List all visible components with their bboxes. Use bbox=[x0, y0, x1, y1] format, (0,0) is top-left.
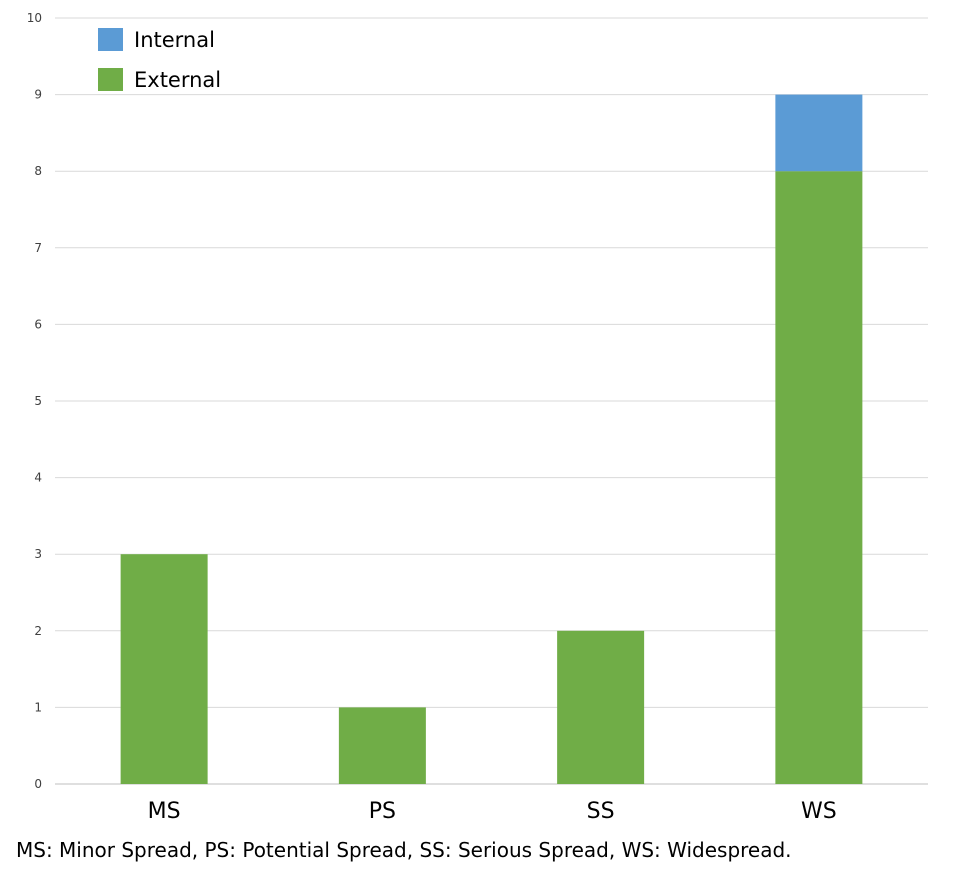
y-tick-label-1: 1 bbox=[34, 700, 42, 714]
x-tick-label-ws: WS bbox=[801, 799, 837, 824]
y-tick-label-6: 6 bbox=[34, 317, 42, 331]
y-tick-label-0: 0 bbox=[34, 777, 42, 791]
bar-ws-external bbox=[775, 171, 863, 784]
y-tick-label-3: 3 bbox=[34, 547, 42, 561]
chart-legend: Internal External bbox=[98, 28, 221, 92]
bar-ms-external bbox=[120, 554, 208, 784]
x-tick-label-ms: MS bbox=[148, 799, 181, 824]
legend-swatch-internal bbox=[98, 28, 123, 51]
y-tick-label-2: 2 bbox=[34, 624, 42, 638]
y-tick-label-7: 7 bbox=[34, 241, 42, 255]
y-tick-label-5: 5 bbox=[34, 394, 42, 408]
legend-label-internal: Internal bbox=[134, 28, 215, 52]
stacked-bar-chart: 0 1 2 3 4 5 6 7 8 9 10 MS PS SS WS Internal External bbox=[27, 11, 928, 824]
legend-label-external: External bbox=[134, 68, 221, 92]
chart-caption: MS: Minor Spread, PS: Potential Spread, … bbox=[16, 838, 792, 862]
legend-swatch-external bbox=[98, 68, 123, 91]
x-tick-label-ps: PS bbox=[369, 799, 396, 824]
bar-ss-external bbox=[557, 630, 645, 784]
y-tick-label-10: 10 bbox=[27, 11, 42, 25]
x-tick-label-ss: SS bbox=[587, 799, 615, 824]
y-tick-label-8: 8 bbox=[34, 164, 42, 178]
bar-ps-external bbox=[338, 707, 426, 784]
bar-ws-internal bbox=[775, 94, 863, 172]
y-tick-label-4: 4 bbox=[34, 471, 42, 485]
y-tick-label-9: 9 bbox=[34, 88, 42, 102]
